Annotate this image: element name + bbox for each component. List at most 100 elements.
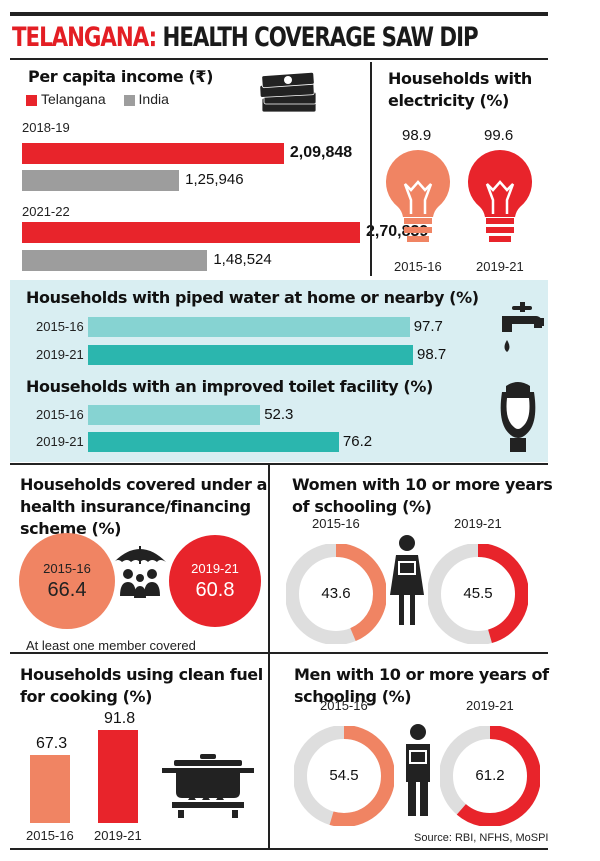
insurance-divider bbox=[268, 463, 270, 849]
water-value-1: 97.7 bbox=[413, 318, 443, 335]
fuel-heading: Households using clean fuel for cooking … bbox=[20, 664, 263, 708]
men-year-2: 2019-21 bbox=[466, 698, 514, 713]
income-bar-telangana-2 bbox=[22, 222, 360, 243]
legend-label-telangana: Telangana bbox=[41, 91, 106, 107]
electricity-heading-line1: Households with bbox=[388, 69, 532, 88]
insurance-note: At least one member covered bbox=[26, 638, 196, 653]
bulb-filament-2 bbox=[485, 180, 515, 214]
bulb-base-1 bbox=[404, 227, 432, 233]
legend-swatch-telangana bbox=[26, 94, 37, 106]
water-tap-icon bbox=[502, 302, 544, 352]
insurance-value-2: 60.8 bbox=[195, 579, 235, 601]
men-value-1: 54.5 bbox=[329, 767, 359, 784]
fuel-bar-2 bbox=[98, 730, 138, 823]
bulb-base-2 bbox=[489, 236, 511, 242]
income-category-1: 2018-19 bbox=[22, 120, 70, 135]
bottom-rule bbox=[10, 848, 548, 850]
water-heading: Households with piped water at home or n… bbox=[26, 288, 479, 307]
top-rule bbox=[10, 12, 548, 16]
water-bar-1 bbox=[88, 317, 410, 337]
fuel-bar-1 bbox=[30, 754, 70, 823]
toilet-bar-2 bbox=[88, 432, 339, 452]
electricity-value-1: 98.9 bbox=[402, 127, 432, 144]
women-donut-arc-1 bbox=[286, 544, 386, 644]
income-value-india-1: 1,25,946 bbox=[185, 171, 244, 188]
toilet-year-2: 2019-21 bbox=[36, 434, 84, 449]
man-reading-icon bbox=[406, 724, 430, 816]
insurance-heading-line1: Households covered under a bbox=[20, 475, 268, 494]
insurance-year-1: 2015-16 bbox=[43, 561, 91, 576]
toilet-year-1: 2015-16 bbox=[36, 407, 84, 422]
men-donut-2 bbox=[440, 726, 540, 826]
toilet-heading: Households with an improved toilet facil… bbox=[26, 377, 433, 396]
bulb-base-1 bbox=[404, 218, 432, 224]
women-heading: Women with 10 or more years of schooling… bbox=[292, 474, 553, 518]
insurance-value-1: 66.4 bbox=[47, 579, 87, 601]
income-bar-india-2 bbox=[22, 250, 208, 271]
men-heading-line1: Men with 10 or more years of bbox=[294, 665, 549, 684]
bulb-base-1 bbox=[407, 236, 429, 242]
insurance-circle-2 bbox=[169, 535, 261, 627]
electricity-year-1: 2015-16 bbox=[394, 259, 442, 274]
title-underline bbox=[10, 58, 548, 60]
toilet-bar-1 bbox=[88, 405, 261, 425]
insurance-heading: Households covered under a health insura… bbox=[20, 474, 267, 540]
women-heading-line2: of schooling (%) bbox=[292, 497, 432, 516]
fuel-year-1: 2015-16 bbox=[26, 828, 74, 843]
fuel-value-1: 67.3 bbox=[36, 734, 68, 752]
mid-rule-2 bbox=[10, 652, 548, 654]
women-donut-arc-2 bbox=[428, 544, 528, 644]
banknote-stack-icon bbox=[259, 71, 317, 113]
bulb-filament-1 bbox=[403, 180, 433, 214]
umbrella-family-icon bbox=[114, 546, 166, 598]
light-bulb-icon bbox=[385, 149, 451, 242]
men-donut-arc-1 bbox=[294, 726, 394, 826]
water-toilet-panel bbox=[10, 280, 548, 462]
income-value-india-2: 1,48,524 bbox=[213, 251, 272, 268]
insurance-year-2: 2019-21 bbox=[191, 561, 239, 576]
fuel-year-2: 2019-21 bbox=[94, 828, 142, 843]
income-divider bbox=[370, 62, 372, 276]
source-note: Source: RBI, NFHS, MoSPI bbox=[414, 832, 549, 844]
water-bar-2 bbox=[88, 345, 413, 365]
income-category-2: 2021-22 bbox=[22, 204, 70, 219]
men-donut-arc-2 bbox=[440, 726, 540, 826]
water-year-1: 2015-16 bbox=[36, 319, 84, 334]
water-year-2: 2019-21 bbox=[36, 347, 84, 362]
income-legend: Telangana India bbox=[26, 91, 169, 107]
women-year-1: 2015-16 bbox=[312, 516, 360, 531]
electricity-year-2: 2019-21 bbox=[476, 259, 524, 274]
income-bar-india-1 bbox=[22, 170, 180, 191]
men-heading: Men with 10 or more years of schooling (… bbox=[294, 664, 549, 708]
bulb-base-2 bbox=[486, 227, 514, 233]
fuel-value-2: 91.8 bbox=[104, 710, 136, 727]
water-value-2: 98.7 bbox=[417, 346, 447, 363]
women-year-2: 2019-21 bbox=[454, 516, 502, 531]
men-heading-line2: schooling (%) bbox=[294, 687, 412, 706]
women-donut-1 bbox=[286, 544, 386, 644]
income-value-telangana-1: 2,09,848 bbox=[289, 144, 353, 161]
toilet-value-1: 52.3 bbox=[264, 406, 294, 423]
legend-swatch-india bbox=[123, 94, 135, 106]
cooking-pot-stove-icon bbox=[162, 754, 254, 818]
income-heading: Per capita income (₹) bbox=[28, 67, 214, 86]
bulb-base-2 bbox=[486, 218, 514, 224]
light-bulb-icon bbox=[467, 149, 533, 242]
mid-rule-1 bbox=[10, 463, 548, 465]
fuel-heading-line2: for cooking (%) bbox=[20, 687, 153, 706]
income-bar-telangana-1 bbox=[22, 143, 284, 164]
toilet-value-2: 76.2 bbox=[342, 433, 373, 450]
men-value-2: 61.2 bbox=[475, 767, 505, 784]
toilet-icon bbox=[500, 382, 536, 452]
legend-label-india: India bbox=[138, 91, 169, 107]
men-donut-1 bbox=[294, 726, 394, 826]
women-value-2: 45.5 bbox=[463, 585, 493, 602]
insurance-heading-line3: scheme (%) bbox=[20, 519, 122, 538]
insurance-circle-1 bbox=[19, 533, 115, 629]
electricity-heading: Households with electricity (%) bbox=[388, 68, 532, 112]
women-value-1: 43.6 bbox=[321, 585, 351, 602]
electricity-heading-line2: electricity (%) bbox=[388, 91, 509, 110]
fuel-heading-line1: Households using clean fuel bbox=[20, 665, 263, 684]
woman-reading-icon bbox=[390, 535, 424, 625]
page-title: TELANGANA: HEALTH COVERAGE SAW DIP bbox=[12, 22, 479, 53]
